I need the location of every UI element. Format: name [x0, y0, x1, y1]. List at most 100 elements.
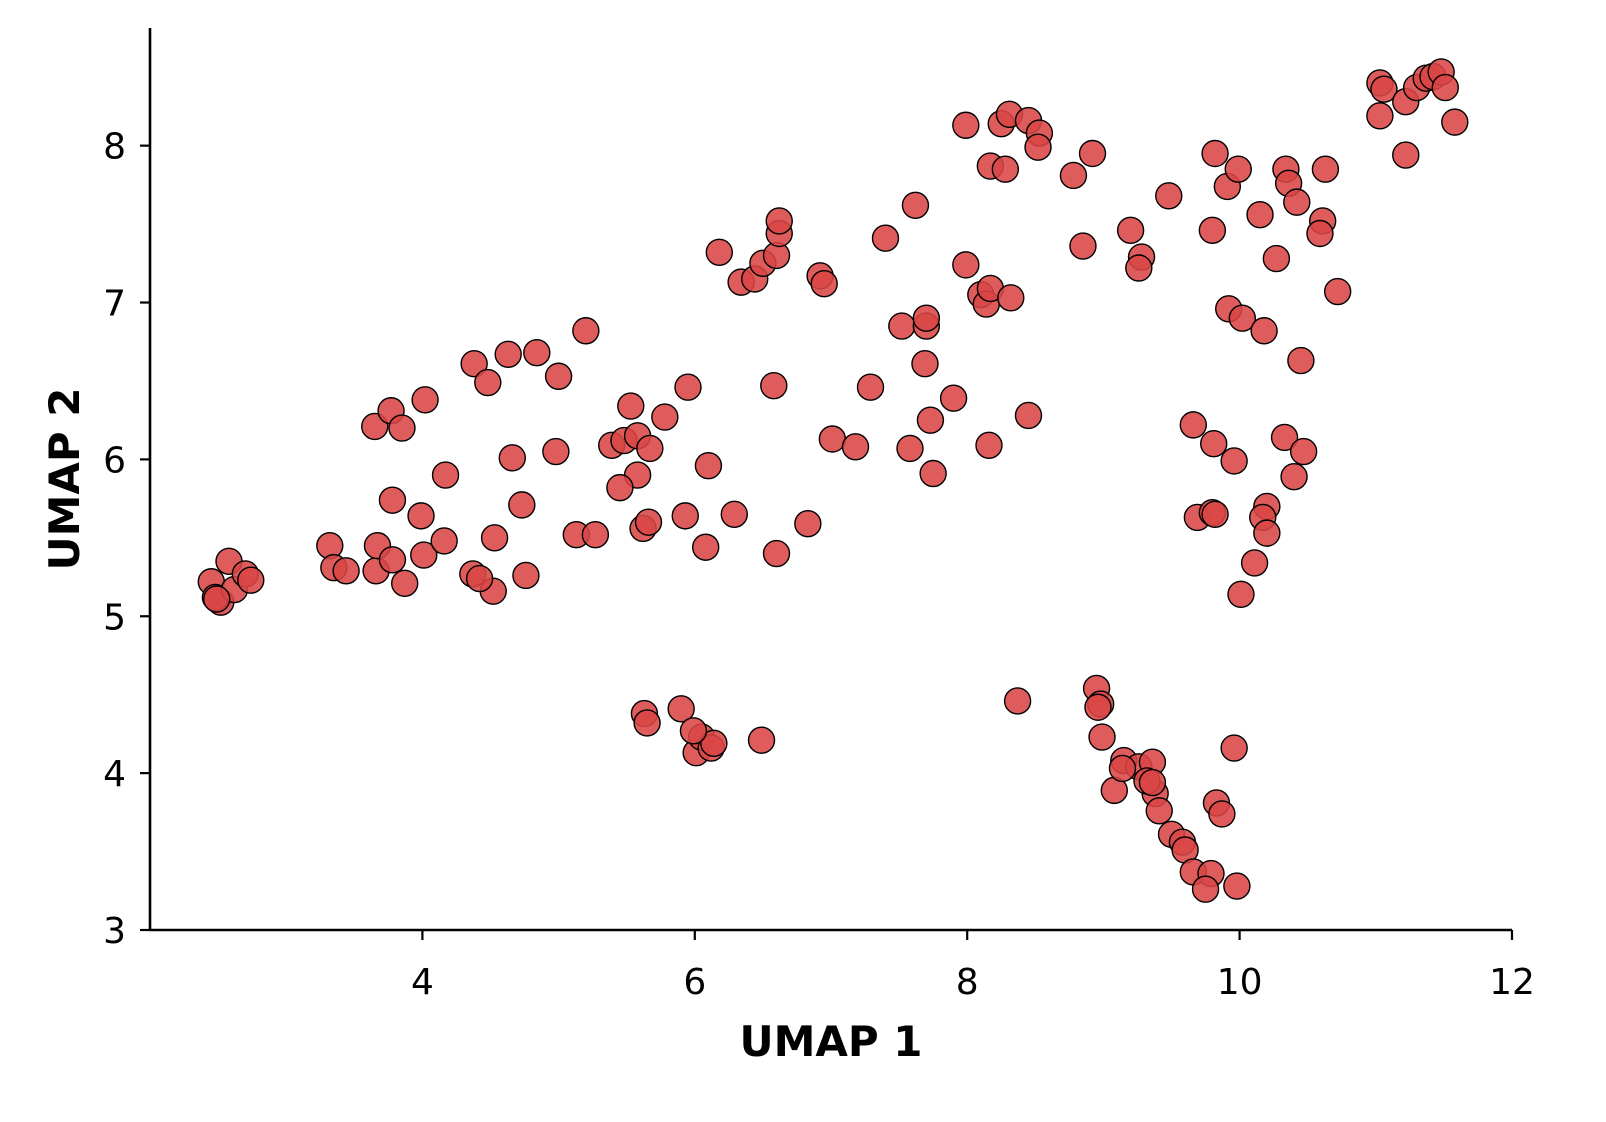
data-point [544, 362, 573, 390]
data-point [1191, 875, 1220, 903]
data-point [1280, 462, 1308, 491]
data-point [760, 371, 788, 400]
data-point [1240, 549, 1269, 577]
data-point [332, 557, 360, 585]
data-point [810, 269, 838, 298]
data-point [1108, 754, 1137, 783]
data-point [1138, 768, 1167, 797]
data-point [465, 564, 494, 593]
data-point [694, 451, 723, 480]
data-point [388, 414, 416, 442]
data-point [1145, 797, 1173, 825]
data-point [634, 508, 663, 536]
data-point [916, 406, 945, 434]
data-point [581, 520, 610, 549]
y-tick-label: 5 [103, 597, 126, 638]
data-point [1200, 430, 1228, 458]
data-point [765, 207, 793, 235]
data-point [1392, 141, 1420, 169]
data-point [411, 386, 439, 414]
data-point [1208, 800, 1236, 828]
data-point [606, 473, 634, 502]
data-point [1270, 423, 1299, 452]
data-point [1078, 139, 1107, 168]
data-point [818, 425, 847, 453]
data-point [474, 368, 502, 397]
data-point [856, 373, 885, 401]
data-point [762, 539, 791, 568]
data-point [410, 541, 438, 569]
data-point [460, 350, 488, 378]
data-point [1220, 447, 1248, 475]
data-points [197, 58, 1469, 903]
data-point [919, 459, 947, 488]
data-point [700, 729, 728, 758]
y-tick-label: 6 [103, 440, 126, 481]
data-point [1014, 401, 1043, 430]
data-point [508, 491, 536, 519]
data-point [939, 384, 968, 412]
data-point [1431, 73, 1459, 102]
x-tick-label: 12 [1489, 962, 1535, 1003]
data-point [542, 437, 570, 466]
data-point [636, 434, 664, 463]
data-point [1246, 200, 1274, 229]
data-point [1366, 102, 1394, 130]
data-point [378, 546, 407, 574]
data-point [1289, 437, 1318, 466]
data-point [203, 585, 231, 613]
data-point [911, 350, 939, 378]
x-tick-label: 4 [411, 962, 434, 1003]
data-point [1125, 254, 1153, 282]
data-point [794, 510, 822, 538]
data-point [1155, 182, 1183, 210]
data-point [480, 524, 509, 552]
data-point [952, 251, 980, 279]
data-point [1069, 232, 1097, 260]
data-point [1059, 161, 1088, 190]
data-point [1262, 244, 1291, 273]
data-point [997, 284, 1025, 312]
data-point [1201, 139, 1229, 168]
data-point [1116, 216, 1145, 245]
data-point [498, 444, 526, 472]
data-point [1250, 317, 1278, 345]
data-point [512, 561, 540, 590]
data-point [494, 340, 522, 368]
data-point [633, 709, 661, 737]
data-point [617, 392, 645, 420]
data-point [1227, 580, 1255, 608]
data-point [1198, 216, 1227, 245]
data-point [691, 533, 720, 561]
data-point [896, 434, 924, 463]
data-point [871, 224, 900, 252]
data-point [991, 155, 1020, 183]
data-point [1441, 108, 1469, 136]
data-point [901, 191, 930, 219]
data-point [1224, 155, 1252, 183]
x-axis-ticks: 4 6 8 10 12 [411, 930, 1535, 1003]
data-point [674, 373, 702, 401]
data-point [378, 486, 407, 514]
data-point [430, 527, 458, 555]
data-point [1220, 734, 1248, 762]
data-point [912, 304, 941, 332]
data-point [720, 500, 748, 528]
data-point [237, 566, 265, 594]
data-point [1283, 188, 1311, 216]
y-tick-label: 7 [103, 284, 126, 325]
y-axis-ticks: 3 4 5 6 7 8 [103, 127, 150, 952]
data-point [523, 339, 551, 367]
data-point [1084, 693, 1112, 721]
data-point [1088, 723, 1116, 751]
data-point [975, 431, 1003, 459]
data-point [1201, 500, 1229, 528]
data-point [1228, 304, 1257, 332]
x-tick-label: 8 [956, 962, 979, 1003]
data-point [1370, 75, 1398, 103]
x-tick-label: 6 [683, 962, 706, 1003]
data-point [651, 403, 679, 431]
x-tick-label: 10 [1217, 962, 1263, 1003]
data-point [841, 433, 870, 461]
